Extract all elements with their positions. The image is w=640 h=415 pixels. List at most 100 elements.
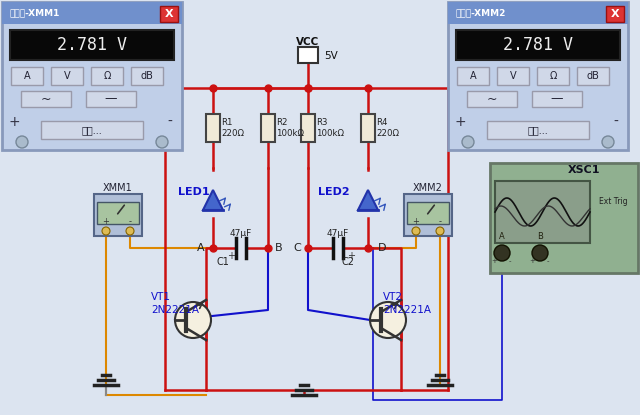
Text: —: — — [551, 93, 563, 105]
Text: X: X — [164, 9, 173, 19]
Text: B: B — [537, 232, 543, 241]
FancyBboxPatch shape — [532, 91, 582, 107]
Text: +: + — [413, 217, 419, 227]
FancyBboxPatch shape — [2, 2, 182, 150]
Text: XSC1: XSC1 — [568, 165, 600, 175]
Text: -: - — [167, 115, 172, 129]
Circle shape — [102, 227, 110, 235]
Circle shape — [412, 227, 420, 235]
FancyBboxPatch shape — [86, 91, 136, 107]
FancyBboxPatch shape — [51, 67, 83, 85]
Polygon shape — [358, 190, 378, 210]
FancyBboxPatch shape — [487, 121, 589, 139]
Bar — [160, 6, 178, 22]
Text: -: - — [613, 115, 618, 129]
Circle shape — [156, 136, 168, 148]
Polygon shape — [203, 190, 223, 210]
FancyBboxPatch shape — [404, 194, 452, 236]
Text: V: V — [64, 71, 70, 81]
FancyBboxPatch shape — [577, 67, 609, 85]
Text: 47μF: 47μF — [229, 229, 252, 239]
Circle shape — [494, 245, 510, 261]
Text: A: A — [24, 71, 30, 81]
Text: 设置...: 设置... — [527, 125, 548, 135]
Circle shape — [370, 302, 406, 338]
FancyBboxPatch shape — [490, 163, 638, 273]
Text: +: + — [347, 251, 355, 261]
Text: -: - — [547, 258, 549, 264]
Text: +: + — [227, 251, 236, 261]
Text: Ω: Ω — [549, 71, 557, 81]
Text: C2: C2 — [342, 257, 355, 267]
Text: B: B — [275, 243, 283, 253]
Text: VCC: VCC — [296, 37, 319, 47]
Circle shape — [602, 136, 614, 148]
Text: Ext Trig: Ext Trig — [599, 196, 628, 205]
Text: V: V — [509, 71, 516, 81]
Text: XMM2: XMM2 — [413, 183, 443, 193]
Bar — [361, 114, 375, 142]
Text: dB: dB — [141, 71, 154, 81]
Text: 2.781 V: 2.781 V — [57, 36, 127, 54]
Text: VT1
2N2221A: VT1 2N2221A — [151, 292, 199, 315]
FancyBboxPatch shape — [91, 67, 123, 85]
Text: dB: dB — [587, 71, 600, 81]
Text: 5V: 5V — [324, 51, 338, 61]
Text: +: + — [8, 115, 20, 129]
FancyBboxPatch shape — [94, 194, 142, 236]
Text: +: + — [454, 115, 466, 129]
Bar — [206, 114, 220, 142]
Text: -: - — [509, 258, 511, 264]
FancyBboxPatch shape — [467, 91, 517, 107]
Bar — [606, 6, 624, 22]
Bar — [456, 30, 620, 60]
FancyBboxPatch shape — [41, 121, 143, 139]
Circle shape — [175, 302, 211, 338]
Text: C: C — [293, 243, 301, 253]
Text: LED2: LED2 — [318, 187, 349, 197]
Text: VT2
2N2221A: VT2 2N2221A — [383, 292, 431, 315]
Text: D: D — [378, 243, 387, 253]
Text: —: — — [105, 93, 117, 105]
Text: -: - — [438, 217, 442, 227]
Text: 万用表-XMM1: 万用表-XMM1 — [10, 8, 60, 17]
Text: LED1: LED1 — [178, 187, 210, 197]
Text: +: + — [529, 258, 535, 264]
FancyBboxPatch shape — [457, 67, 489, 85]
Text: ~: ~ — [487, 93, 497, 105]
Circle shape — [126, 227, 134, 235]
Bar — [495, 181, 590, 243]
Text: +: + — [102, 217, 109, 227]
FancyBboxPatch shape — [131, 67, 163, 85]
Text: 2.781 V: 2.781 V — [503, 36, 573, 54]
Text: 47μF: 47μF — [327, 229, 349, 239]
FancyBboxPatch shape — [11, 67, 43, 85]
Text: +: + — [491, 258, 497, 264]
Bar — [97, 202, 139, 224]
Bar — [407, 202, 449, 224]
Bar — [10, 30, 174, 60]
Text: A: A — [499, 232, 505, 241]
Circle shape — [532, 245, 548, 261]
Bar — [301, 114, 315, 142]
FancyBboxPatch shape — [497, 67, 529, 85]
Circle shape — [462, 136, 474, 148]
Bar — [448, 2, 628, 24]
Text: R2
100kΩ: R2 100kΩ — [276, 118, 304, 138]
Bar — [261, 114, 275, 142]
Text: 万用表-XMM2: 万用表-XMM2 — [456, 8, 506, 17]
Text: X: X — [611, 9, 620, 19]
Text: Ω: Ω — [103, 71, 111, 81]
Text: R4
220Ω: R4 220Ω — [376, 118, 399, 138]
Text: XMM1: XMM1 — [103, 183, 133, 193]
Circle shape — [436, 227, 444, 235]
Text: R1
220Ω: R1 220Ω — [221, 118, 244, 138]
Text: C1: C1 — [216, 257, 229, 267]
Text: R3
100kΩ: R3 100kΩ — [316, 118, 344, 138]
Text: A: A — [470, 71, 476, 81]
Text: A: A — [197, 243, 205, 253]
Text: -: - — [129, 217, 131, 227]
FancyBboxPatch shape — [21, 91, 71, 107]
FancyBboxPatch shape — [448, 2, 628, 150]
Circle shape — [16, 136, 28, 148]
